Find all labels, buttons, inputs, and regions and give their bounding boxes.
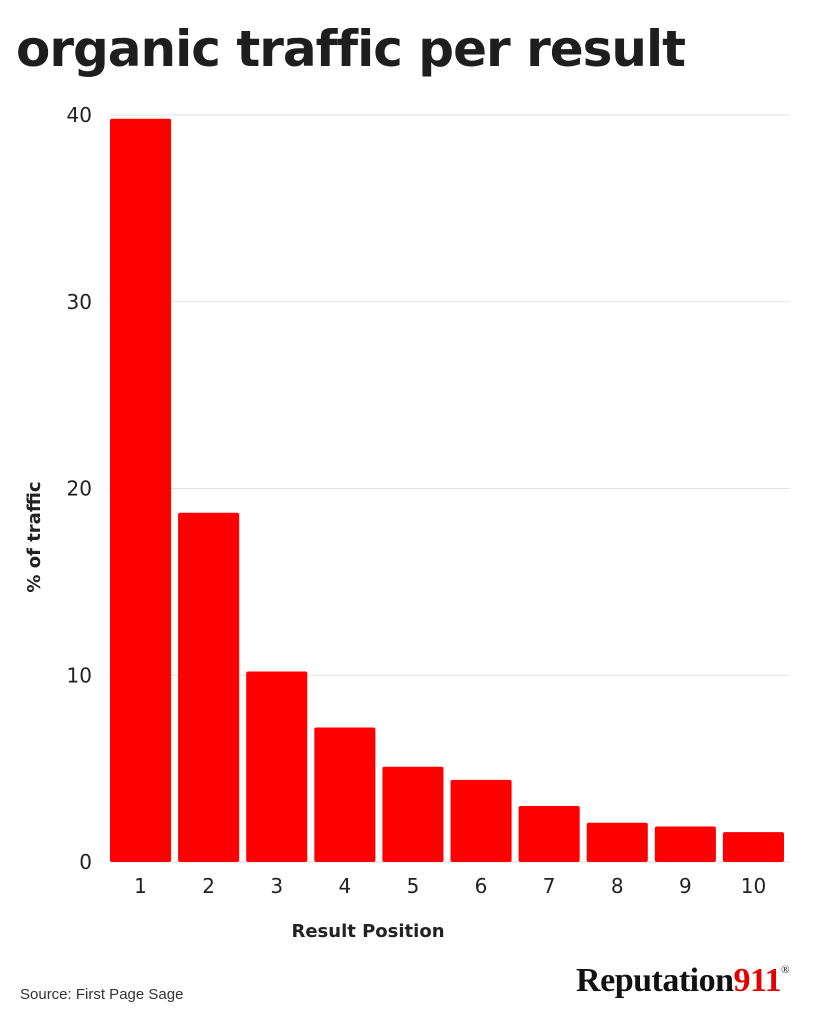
y-axis-title: % of traffic [24, 481, 45, 592]
reputation911-logo: Reputation911® [576, 962, 789, 1000]
x-tick-label: 7 [543, 874, 556, 898]
y-tick-label: 20 [67, 477, 92, 501]
bar-9 [654, 826, 716, 862]
x-tick-label: 10 [741, 874, 766, 898]
registered-mark: ® [781, 964, 789, 976]
bar-5 [382, 766, 444, 862]
source-note: Source: First Page Sage [20, 986, 184, 1003]
x-tick-label: 6 [475, 874, 488, 898]
bar-4 [314, 727, 376, 862]
x-tick-label: 8 [611, 874, 624, 898]
bar-2 [178, 512, 240, 862]
chart-title: organic traffic per result [16, 20, 686, 78]
y-tick-labels: 0 10 20 30 40 [67, 103, 92, 874]
x-axis-title: Result Position [291, 921, 444, 942]
logo-text: Reputation [576, 962, 734, 999]
bar-6 [450, 779, 512, 862]
bar-1 [110, 118, 172, 863]
logo-number: 911 [733, 962, 782, 999]
bars [110, 118, 784, 863]
y-tick-label: 0 [79, 850, 92, 874]
x-tick-label: 3 [270, 874, 283, 898]
x-tick-label: 9 [679, 874, 692, 898]
y-tick-label: 10 [67, 663, 92, 687]
bar-7 [518, 805, 580, 862]
x-tick-label: 4 [338, 874, 351, 898]
x-tick-label: 2 [202, 874, 215, 898]
y-tick-label: 30 [67, 290, 92, 314]
x-tick-label: 5 [407, 874, 420, 898]
bar-3 [246, 671, 308, 862]
y-tick-label: 40 [67, 103, 92, 127]
bar-8 [586, 822, 648, 862]
x-tick-labels: 1 2 3 4 5 6 7 8 9 10 [134, 874, 766, 898]
bar-10 [722, 832, 784, 862]
x-tick-label: 1 [134, 874, 147, 898]
